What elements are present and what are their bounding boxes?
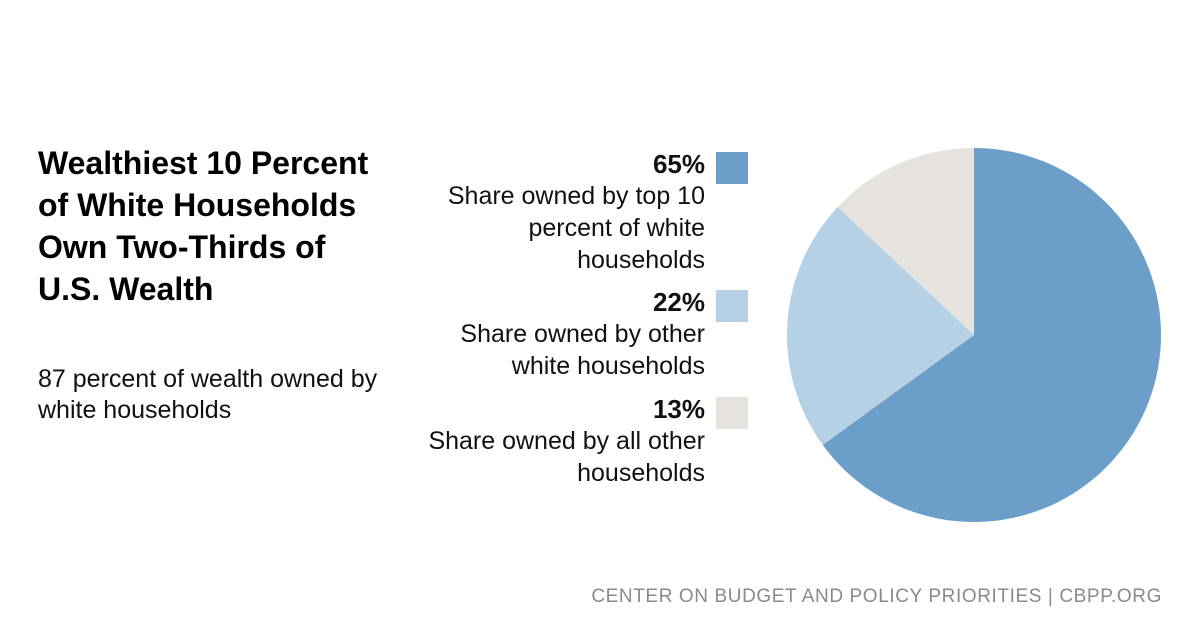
pie-slice-all-other xyxy=(837,148,974,335)
pie-slice-other-white xyxy=(787,206,974,445)
source-credit: CENTER ON BUDGET AND POLICY PRIORITIES |… xyxy=(591,586,1162,607)
legend-label: Share owned by other white households xyxy=(460,320,705,380)
legend-value: 13% xyxy=(652,394,705,424)
chart-subtitle: 87 percent of wealth owned by white hous… xyxy=(38,365,378,424)
legend-swatch xyxy=(716,397,748,429)
chart-legend: 65% Share owned by top 10 percent of whi… xyxy=(410,148,750,508)
legend-swatch xyxy=(716,152,748,184)
chart-title: Wealthiest 10 Percent of White Household… xyxy=(38,145,369,307)
pie-chart xyxy=(787,148,1161,522)
legend-label: Share owned by all other households xyxy=(428,427,705,487)
legend-value: 22% xyxy=(652,287,705,317)
pie-slice-top-10-white xyxy=(822,148,1161,522)
legend-value: 65% xyxy=(652,149,705,179)
legend-label: Share owned by top 10 percent of white h… xyxy=(447,182,705,274)
legend-swatch xyxy=(716,290,748,322)
